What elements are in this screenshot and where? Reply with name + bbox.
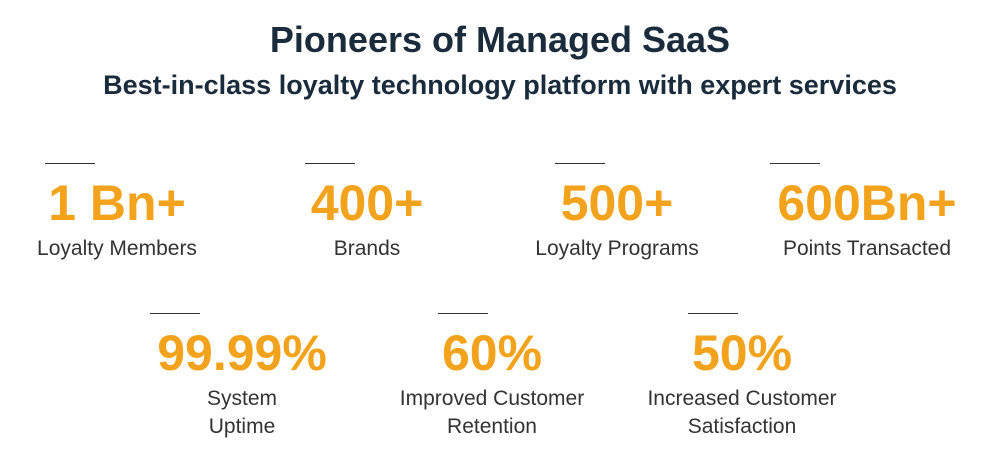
stat-value: 99.99%	[157, 325, 327, 381]
stat-label: Brands	[333, 237, 401, 260]
stat-label-line: Satisfaction	[687, 415, 797, 438]
stat-label-line: Uptime	[208, 415, 276, 438]
stat-value: 60%	[441, 325, 543, 381]
stat-value: 500+	[560, 175, 674, 231]
stat-label-line: System	[206, 387, 277, 410]
stat-label: System Uptime	[122, 385, 362, 441]
stat-divider	[770, 163, 820, 164]
stat-label: Loyalty Programs	[535, 237, 699, 260]
stat-label-line: Increased Customer	[647, 387, 837, 410]
stat-divider	[305, 163, 355, 164]
stat-divider	[555, 163, 605, 164]
stat-label: Loyalty Members	[37, 237, 197, 260]
stat-label: Points Transacted	[782, 237, 952, 260]
stat-divider	[150, 313, 200, 314]
stat-label-line: Improved Customer	[399, 387, 585, 410]
stat-value: 50%	[691, 325, 793, 381]
stat-divider	[688, 313, 738, 314]
stat-divider	[45, 163, 95, 164]
stat-value: 1 Bn+	[48, 175, 186, 231]
stat-value: 600Bn+	[777, 175, 957, 231]
stat-value: 400+	[310, 175, 424, 231]
stat-label: Improved Customer Retention	[372, 385, 612, 441]
page-subtitle: Best-in-class loyalty technology platfor…	[103, 70, 897, 100]
stat-divider	[438, 313, 488, 314]
stat-label-line: Retention	[447, 415, 537, 438]
page-title: Pioneers of Managed SaaS	[269, 19, 731, 60]
stat-label: Increased Customer Satisfaction	[622, 385, 862, 441]
